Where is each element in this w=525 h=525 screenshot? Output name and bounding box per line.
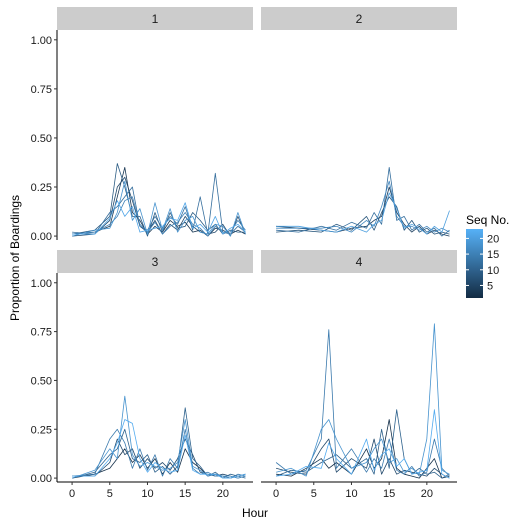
series-line-panel1-seq12 <box>72 172 246 235</box>
series-line-panel3-seq14 <box>72 428 246 479</box>
facet-strip-label-1: 1 <box>152 12 159 26</box>
facet-strip-label-2: 2 <box>356 12 363 26</box>
series-line-panel1-seq3 <box>72 166 246 237</box>
series-line-panel1-seq21 <box>72 200 246 235</box>
y-tick-label: 0.50 <box>31 133 52 145</box>
series-line-panel4-seq14 <box>275 329 450 477</box>
series-line-panel2-seq12 <box>276 166 450 237</box>
legend-break-label: 10 <box>487 265 499 277</box>
facet-strip-label-4: 4 <box>356 255 363 269</box>
y-tick-label: 0.00 <box>31 231 52 243</box>
series-line-panel4-seq10 <box>275 409 450 479</box>
panels-layer: 1 0.00 0.25 0.50 0.75 1.00 2 3 0.00 0.25 0.50 0.75 1… <box>31 7 457 500</box>
series-line-panel2-seq16 <box>276 180 450 233</box>
x-tick-label: 5 <box>107 488 113 500</box>
y-tick-label: 1.00 <box>31 35 52 47</box>
legend-break-label: 15 <box>487 249 499 261</box>
legend-break-label: 5 <box>487 280 493 292</box>
facet-strip-4 <box>261 250 457 273</box>
y-tick-label: 1.00 <box>31 278 52 290</box>
series-line-panel4-seq6 <box>275 438 450 479</box>
series-line-panel3-seq10 <box>71 407 246 479</box>
facet-strip-1 <box>57 7 253 30</box>
legend-break-label: 20 <box>487 233 499 245</box>
facet-strip-3 <box>57 250 253 273</box>
x-tick-label: 10 <box>345 488 357 500</box>
legend-title: Seq No. <box>466 213 509 227</box>
series-line-panel1-seq18 <box>71 180 246 237</box>
series-line-panel1-seq15 <box>72 196 246 237</box>
y-axis-title: Proportion of Boardings <box>8 195 22 321</box>
facet-strip-label-3: 3 <box>152 255 159 269</box>
series-line-panel3-seq2 <box>72 448 246 479</box>
y-tick-label: 0.75 <box>31 327 52 339</box>
series-line-panel1-seq6 <box>72 176 246 237</box>
y-tick-label: 0.50 <box>31 375 52 387</box>
x-axis-title: Hour <box>242 506 268 520</box>
x-tick-label: 15 <box>179 488 191 500</box>
y-tick-label: 0.25 <box>31 424 52 436</box>
series-line-panel3-seq18 <box>71 395 246 479</box>
y-tick-label: 0.25 <box>31 182 52 194</box>
series-line-panel4-seq22 <box>276 409 450 479</box>
series-line-panel3-seq6 <box>72 438 246 479</box>
y-tick-label: 0.75 <box>31 84 52 96</box>
facet-strip-2 <box>261 7 457 30</box>
x-tick-label: 5 <box>311 488 317 500</box>
y-tick-label: 0.00 <box>31 473 52 485</box>
x-tick-label: 0 <box>273 488 279 500</box>
legend-colorbar <box>466 229 483 298</box>
series-line-panel1-seq9 <box>72 163 246 237</box>
series-line-panel4-seq18 <box>275 323 450 477</box>
series-line-panel3-seq22 <box>72 419 246 479</box>
series-line-panel2-seq20 <box>276 192 450 235</box>
x-tick-label: 20 <box>217 488 229 500</box>
series-line-panel4-seq2 <box>276 419 450 479</box>
x-tick-label: 0 <box>69 488 75 500</box>
x-tick-label: 20 <box>421 488 433 500</box>
x-tick-label: 15 <box>383 488 395 500</box>
color-legend: Seq No. 20 15 10 5 <box>466 213 509 298</box>
x-tick-label: 10 <box>141 488 153 500</box>
